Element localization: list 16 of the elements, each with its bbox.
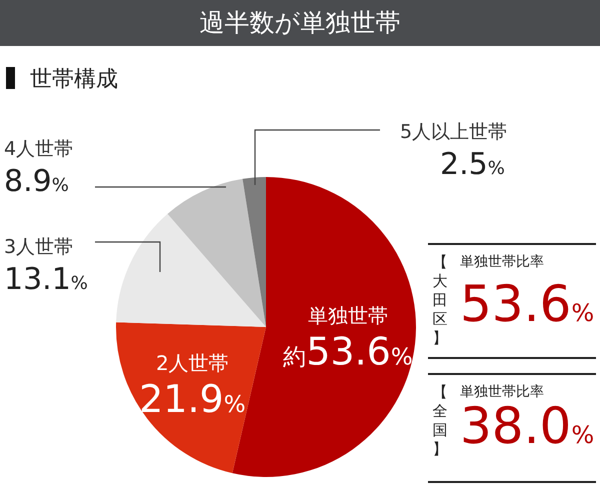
- slice-label: 3人世帯: [4, 236, 74, 258]
- chart-subtitle: 世帯構成: [30, 66, 118, 94]
- data-label: 8.9%: [4, 164, 69, 199]
- chart-title: 過半数が単独世帯: [0, 0, 600, 46]
- slice-label: 4人世帯: [4, 138, 74, 160]
- slice-label: 単独世帯: [308, 303, 388, 328]
- data-label: 21.9%: [139, 376, 246, 421]
- text: 単独世帯比率: [460, 253, 544, 271]
- data-label: 13.1%: [4, 262, 88, 297]
- text: 【大田区】: [432, 253, 448, 348]
- text: 53.6%: [460, 275, 594, 333]
- slice-label: 5人以上世帯: [400, 121, 508, 143]
- slice-label: 2人世帯: [156, 350, 229, 375]
- data-label: 約53.6%: [283, 329, 413, 374]
- data-label: 2.5%: [440, 147, 505, 182]
- text: 【全国】: [432, 383, 448, 459]
